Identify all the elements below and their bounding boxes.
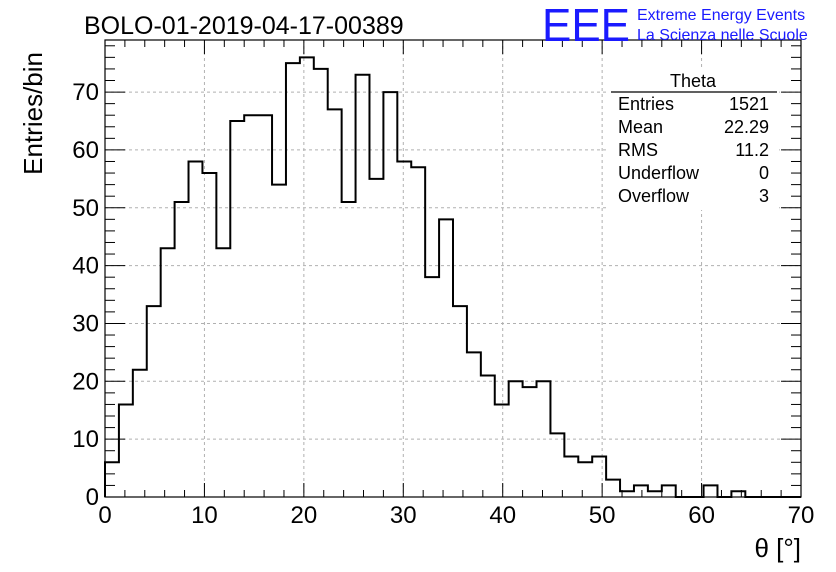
y-tick-label: 10 bbox=[72, 426, 99, 453]
run-title: BOLO-01-2019-04-17-00389 bbox=[84, 12, 404, 40]
brand-name: Extreme Energy Events bbox=[637, 7, 805, 24]
histogram-outline bbox=[104, 56, 801, 498]
y-axis-label: Entries/bin bbox=[18, 52, 48, 175]
stats-label-entries: Entries bbox=[618, 94, 674, 114]
x-tick-label: 60 bbox=[688, 502, 715, 529]
stats-label-rms: RMS bbox=[618, 140, 658, 160]
stats-label-mean: Mean bbox=[618, 117, 663, 137]
stats-title: Theta bbox=[670, 71, 717, 91]
x-tick-label: 70 bbox=[788, 502, 815, 529]
y-tick-label: 40 bbox=[72, 253, 99, 280]
stats-value-overflow: 3 bbox=[759, 186, 769, 206]
x-axis-label: θ [°] bbox=[754, 533, 801, 563]
x-tick-label: 40 bbox=[489, 502, 516, 529]
y-tick-label: 70 bbox=[72, 79, 99, 106]
stats-box-background bbox=[609, 70, 779, 210]
y-tick-label: 30 bbox=[72, 310, 99, 337]
y-tick-labels: 0 10 20 30 40 50 60 70 bbox=[72, 79, 99, 511]
y-tick-label: 20 bbox=[72, 368, 99, 395]
y-tick-label: 50 bbox=[72, 195, 99, 222]
stats-value-rms: 11.2 bbox=[735, 140, 769, 160]
plot-frame bbox=[104, 39, 802, 498]
stats-label-overflow: Overflow bbox=[618, 186, 690, 206]
stats-value-mean: 22.29 bbox=[724, 117, 769, 137]
stats-value-underflow: 0 bbox=[759, 163, 769, 183]
eee-logo: EEE bbox=[542, 0, 630, 51]
y-tick-label: 60 bbox=[72, 137, 99, 164]
x-tick-label: 10 bbox=[191, 502, 218, 529]
stats-box: Theta Entries 1521 Mean 22.29 RMS 11.2 U… bbox=[609, 70, 779, 210]
axis-ticks bbox=[104, 40, 802, 498]
brand-subtitle: La Scienza nelle Scuole bbox=[637, 27, 808, 44]
x-tick-labels: 0 10 20 30 40 50 60 70 bbox=[98, 502, 814, 529]
x-tick-label: 30 bbox=[390, 502, 417, 529]
x-tick-label: 20 bbox=[291, 502, 318, 529]
x-tick-label: 50 bbox=[589, 502, 616, 529]
y-tick-label: 0 bbox=[86, 484, 99, 511]
stats-value-entries: 1521 bbox=[729, 94, 769, 114]
stats-label-underflow: Underflow bbox=[618, 163, 700, 183]
x-tick-label: 0 bbox=[98, 502, 111, 529]
